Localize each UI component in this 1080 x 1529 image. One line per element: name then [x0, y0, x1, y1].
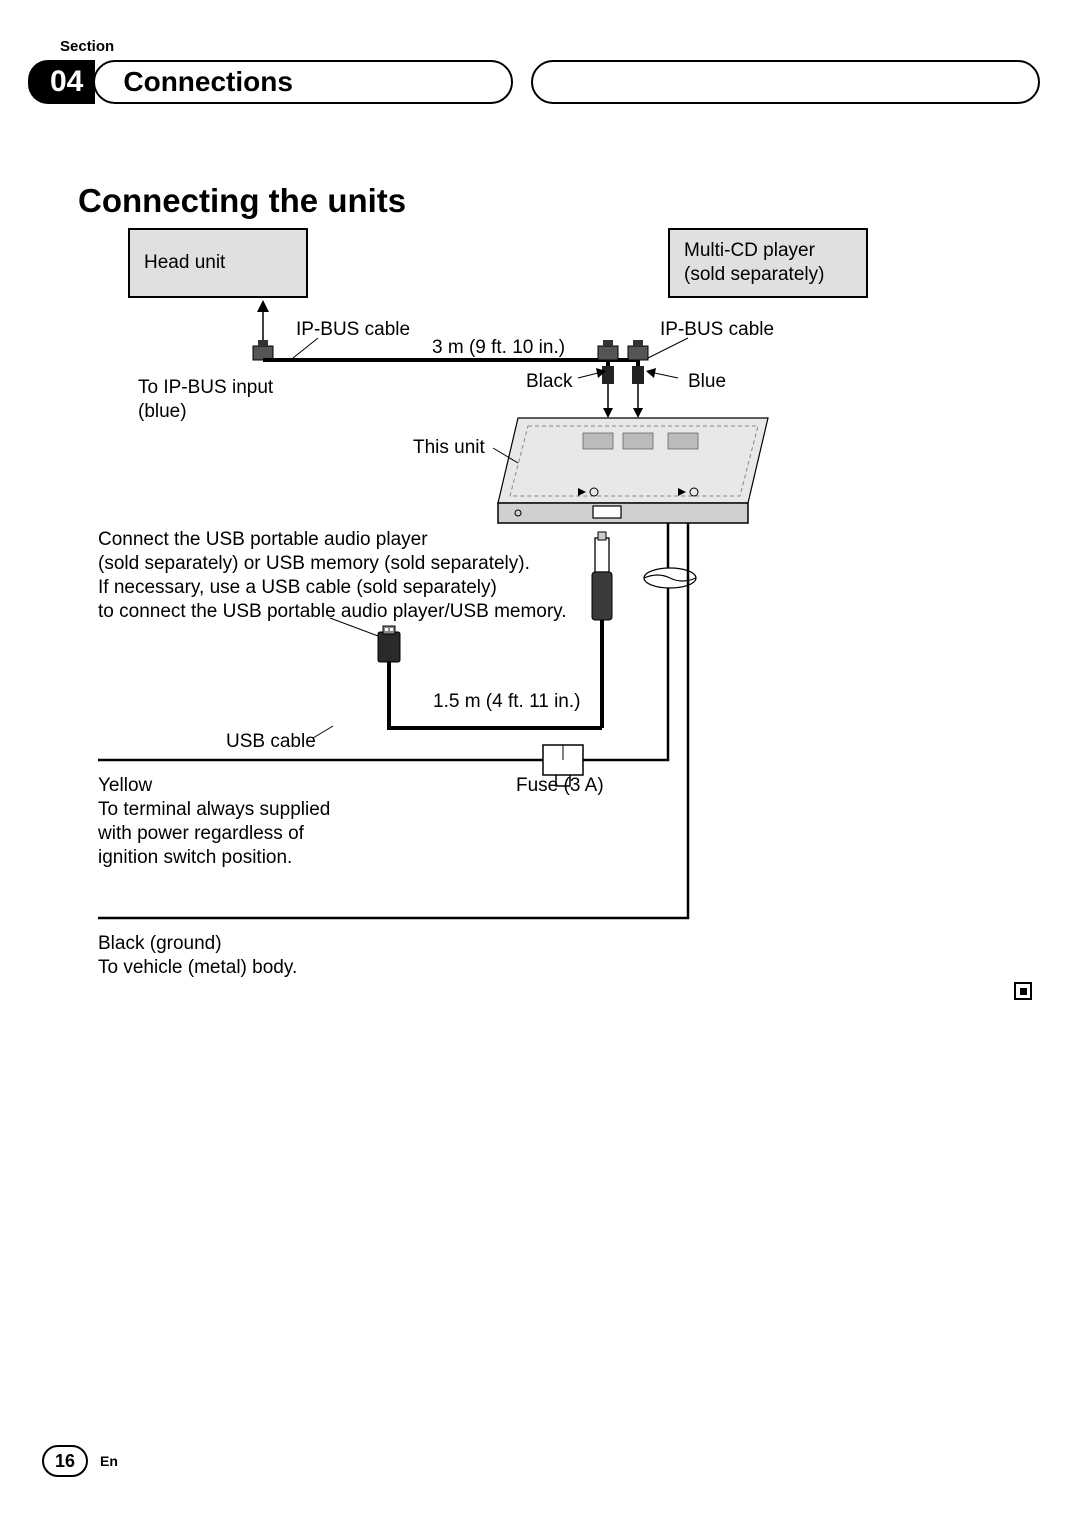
page-number: 16 [42, 1445, 88, 1477]
usb-cable-label: USB cable [226, 730, 316, 755]
yellow-l2: To terminal always supplied [98, 798, 330, 823]
usb-length-label: 1.5 m (4 ft. 11 in.) [433, 690, 580, 715]
section-number-badge: 04 [28, 60, 95, 104]
footer: 16 En [42, 1445, 118, 1477]
language-label: En [100, 1453, 118, 1469]
header-row: 04 Connections [28, 60, 1040, 104]
to-ipbus-line1: To IP-BUS input [138, 376, 273, 401]
blue-label: Blue [688, 370, 726, 395]
usb-note-l1: Connect the USB portable audio player [98, 528, 428, 553]
yellow-l4: ignition switch position. [98, 846, 292, 871]
ipbus-cable-label-right: IP-BUS cable [660, 318, 774, 343]
black-ground-l1: Black (ground) [98, 932, 222, 957]
usb-note-l2: (sold separately) or USB memory (sold se… [98, 552, 530, 577]
this-unit-label: This unit [413, 436, 485, 461]
empty-pill [531, 60, 1040, 104]
yellow-l1: Yellow [98, 774, 152, 799]
usb-note-l3: If necessary, use a USB cable (sold sepa… [98, 576, 497, 601]
connection-diagram: Head unit Multi-CD player (sold separate… [78, 228, 918, 988]
usb-note-l4: to connect the USB portable audio player… [98, 600, 567, 625]
ipbus-cable-label-left: IP-BUS cable [296, 318, 410, 343]
to-ipbus-line2: (blue) [138, 400, 187, 425]
yellow-l3: with power regardless of [98, 822, 304, 847]
ipbus-length-label: 3 m (9 ft. 10 in.) [432, 336, 565, 361]
black-ground-l2: To vehicle (metal) body. [98, 956, 297, 981]
main-title: Connecting the units [78, 182, 406, 220]
section-label: Section [60, 38, 114, 55]
section-end-icon [1014, 982, 1032, 1000]
black-label: Black [526, 370, 572, 395]
section-title-pill: Connections [93, 60, 513, 104]
fuse-label: Fuse (3 A) [516, 774, 604, 799]
